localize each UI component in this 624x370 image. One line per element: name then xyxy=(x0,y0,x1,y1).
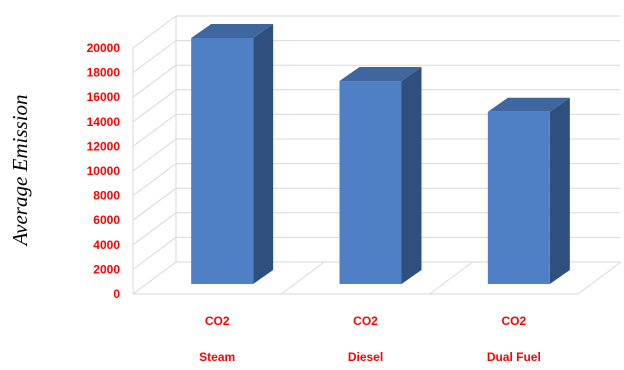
y-tick-label-7: 14000 xyxy=(87,115,121,129)
x-category-gas-0: CO2 xyxy=(205,314,230,328)
y-tick-label-2: 4000 xyxy=(93,238,120,252)
gridline-side-2 xyxy=(132,212,177,246)
bar-side-2 xyxy=(549,97,570,284)
gridline-side-1 xyxy=(132,236,177,270)
y-tick-label-5: 10000 xyxy=(87,164,121,178)
y-axis-ticks: 0 2000 4000 6000 8000 10000 12000 14000 16000 180… xyxy=(87,41,121,301)
y-tick-label-3: 6000 xyxy=(93,213,120,227)
bar-1 xyxy=(339,67,422,284)
bar-2 xyxy=(487,97,570,284)
gridline-side-9 xyxy=(132,40,177,74)
y-tick-label-6: 12000 xyxy=(87,139,121,153)
gridline-side-10 xyxy=(132,15,177,49)
bar-front-2 xyxy=(487,111,550,284)
x-category-gas-1: CO2 xyxy=(353,314,378,328)
bars xyxy=(191,24,570,284)
floor-divider-2 xyxy=(429,261,473,295)
gridline-side-5 xyxy=(132,138,177,172)
bar-side-1 xyxy=(401,67,422,284)
y-tick-label-10: 20000 xyxy=(87,41,121,55)
floor-divider-1 xyxy=(281,261,325,295)
bar-top-2 xyxy=(487,97,570,112)
bar-0 xyxy=(191,24,274,284)
gridline-side-4 xyxy=(132,163,177,197)
y-axis-label: Average Emission xyxy=(8,94,32,247)
y-tick-label-0: 0 xyxy=(113,287,120,301)
bar-top-1 xyxy=(339,67,422,82)
floor-right-edge xyxy=(577,261,622,295)
x-axis-categories: CO2 Steam CO2 Diesel CO2 Dual Fuel xyxy=(199,314,541,364)
y-tick-label-9: 18000 xyxy=(87,66,121,80)
gridline-side-8 xyxy=(132,64,177,98)
gridline-side-0 xyxy=(132,261,177,295)
gridline-side-3 xyxy=(132,187,177,221)
y-tick-label-4: 8000 xyxy=(93,189,120,203)
bar-front-0 xyxy=(191,38,254,284)
x-category-gas-2: CO2 xyxy=(501,314,526,328)
bar-front-1 xyxy=(339,81,402,284)
x-category-fuel-1: Diesel xyxy=(348,350,383,364)
y-tick-label-1: 2000 xyxy=(93,262,120,276)
bar-side-0 xyxy=(253,24,274,284)
gridline-side-6 xyxy=(132,113,177,147)
y-tick-label-8: 16000 xyxy=(87,90,121,104)
gridline-side-7 xyxy=(132,89,177,123)
x-category-fuel-2: Dual Fuel xyxy=(487,350,541,364)
bar-top-0 xyxy=(191,24,274,38)
x-category-fuel-0: Steam xyxy=(199,350,235,364)
